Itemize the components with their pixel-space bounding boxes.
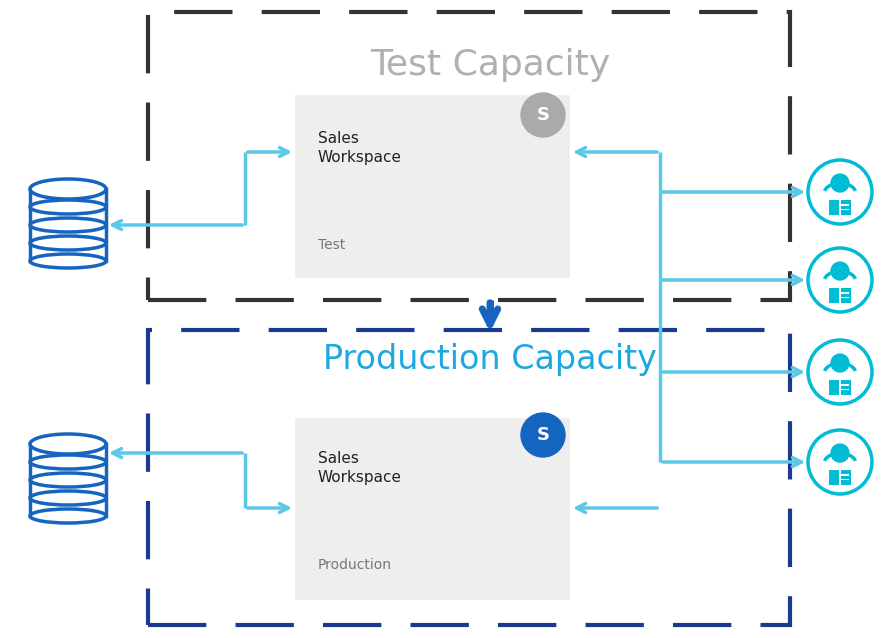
Bar [839, 200, 841, 215]
Circle shape [831, 354, 849, 372]
Text: Production Capacity: Production Capacity [323, 343, 657, 376]
Bar [295, 95, 570, 278]
Circle shape [808, 340, 872, 404]
Bar [841, 297, 849, 299]
Bar [148, 12, 790, 300]
Bar [295, 418, 570, 600]
Circle shape [831, 174, 849, 192]
Ellipse shape [30, 179, 106, 199]
Circle shape [521, 413, 565, 457]
Bar [839, 380, 841, 395]
Bar [841, 204, 849, 206]
Text: Test Capacity: Test Capacity [370, 48, 611, 82]
Circle shape [521, 93, 565, 137]
Bar [841, 389, 849, 390]
Bar [841, 474, 849, 476]
Bar [839, 288, 841, 303]
Bar [841, 384, 849, 386]
Circle shape [808, 160, 872, 224]
Bar [30, 444, 106, 516]
Bar [148, 330, 790, 625]
Ellipse shape [30, 254, 106, 268]
Bar [829, 200, 851, 215]
Text: Production: Production [318, 558, 392, 572]
Ellipse shape [30, 434, 106, 454]
Circle shape [808, 248, 872, 312]
Bar [829, 288, 851, 303]
Circle shape [831, 262, 849, 280]
Bar [841, 209, 849, 211]
Text: S: S [537, 106, 549, 124]
Bar [829, 380, 851, 395]
Ellipse shape [30, 509, 106, 523]
Bar [30, 189, 106, 261]
Text: Test: Test [318, 238, 345, 252]
Text: Sales
Workspace: Sales Workspace [318, 131, 402, 165]
Text: Sales
Workspace: Sales Workspace [318, 450, 402, 486]
Bar [841, 292, 849, 294]
Bar [829, 470, 851, 485]
Bar [841, 478, 849, 480]
Bar [839, 470, 841, 485]
Circle shape [831, 444, 849, 462]
Circle shape [808, 430, 872, 494]
Text: S: S [537, 426, 549, 444]
